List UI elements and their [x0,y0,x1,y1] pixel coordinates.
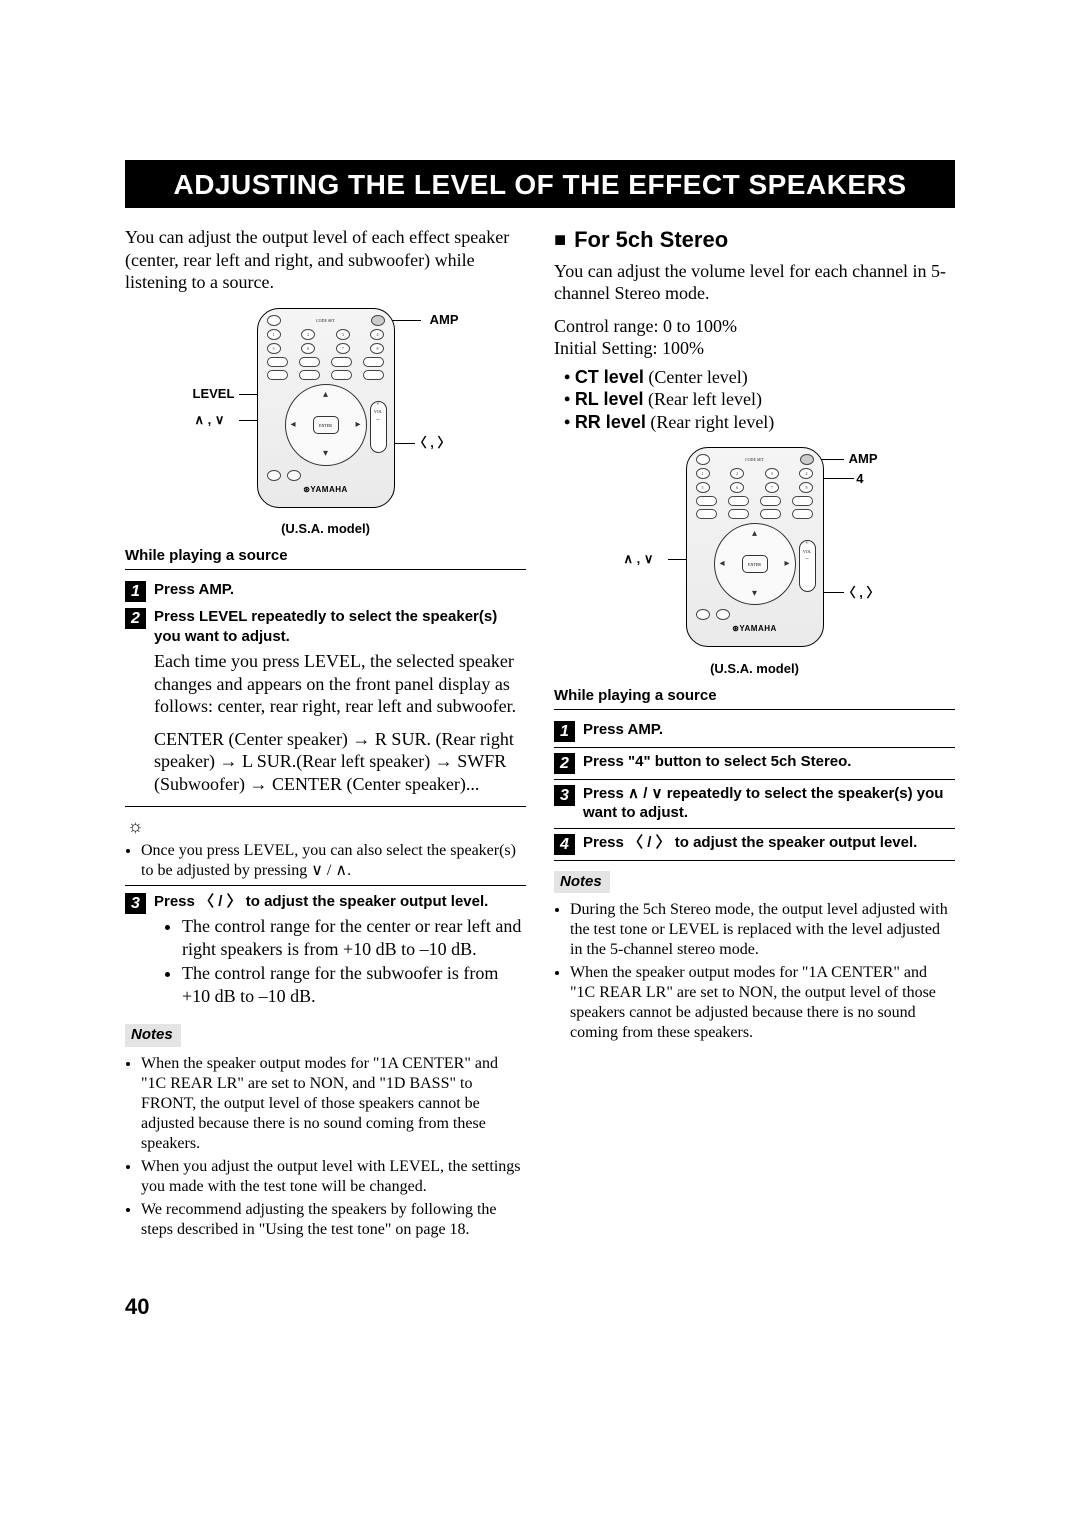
step-3-bullet-1: The control range for the center or rear… [182,915,526,960]
note-item: We recommend adjusting the speakers by f… [141,1200,526,1240]
step-number-icon: 4 [554,834,575,855]
step-3-left: 3 Press 〈 / 〉 to adjust the speaker outp… [125,885,526,1015]
remote-illustration: CODE SET 1234 5678 ▴ ▾ ◂ ▸ ENTER +VOL– ⊛… [686,447,824,647]
left-intro: You can adjust the output level of each … [125,226,526,294]
left-column: You can adjust the output level of each … [125,226,526,1243]
callout-leftright: 〈 , 〉 [843,585,880,601]
step-4-b: to adjust the speaker output level. [671,834,918,851]
step-number-icon: 2 [125,608,146,629]
right-intro: You can adjust the volume level for each… [554,260,955,305]
callout-updown: ∧ , ∨ [624,551,654,567]
step-3-title-a: Press [154,893,199,910]
callout-leftright: 〈 , 〉 [414,435,451,451]
two-column-layout: You can adjust the output level of each … [125,226,955,1243]
callout-updown: ∧ , ∨ [195,412,225,428]
hint-icon: ☼ [127,815,144,838]
level-item: CT level (Center level) [564,366,955,389]
step-3-bullet-2: The control range for the subwoofer is f… [182,962,526,1007]
while-playing-head-left: While playing a source [125,547,526,570]
level-desc: (Center level) [644,367,748,387]
step-3-bullets: The control range for the center or rear… [154,915,526,1007]
level-list: CT level (Center level) RL level (Rear l… [554,366,955,434]
level-desc: (Rear left level) [644,389,762,409]
callout-amp: AMP [430,312,459,328]
remote-caption-right: (U.S.A. model) [554,661,955,677]
step-2-title: Press LEVEL repeatedly to select the spe… [154,607,526,646]
callout-level: LEVEL [193,386,235,402]
step-1-title: Press AMP. [583,720,955,740]
step-4-right: 4 Press 〈 / 〉 to adjust the speaker outp… [554,829,955,861]
step-4-a: Press [583,834,628,851]
notes-label-right: Notes [554,871,610,894]
step-2-left: 2 Press LEVEL repeatedly to select the s… [125,607,526,800]
step-1-title: Press AMP. [154,580,526,600]
initial-setting: Initial Setting: 100% [554,337,955,360]
section-heading-text: For 5ch Stereo [574,227,728,252]
step-3-a: Press [583,785,628,802]
hint-list: Once you press LEVEL, you can also selec… [125,841,526,881]
right-column: ■For 5ch Stereo You can adjust the volum… [554,226,955,1243]
level-desc: (Rear right level) [646,412,774,432]
remote-figure-right: AMP 4 ∧ , ∨ 〈 , 〉 CODE SET 1234 5678 ▴ ▾ [554,447,955,677]
note-item: When the speaker output modes for "1A CE… [570,963,955,1043]
step-4-title: Press 〈 / 〉 to adjust the speaker output… [583,833,955,853]
notes-label-left: Notes [125,1024,181,1047]
step-number-icon: 1 [554,721,575,742]
step-2-title: Press "4" button to select 5ch Stereo. [583,752,955,772]
step-3-right: 3 Press ∧ / ∨ repeatedly to select the s… [554,780,955,829]
step-number-icon: 1 [125,581,146,602]
section-heading-5ch: ■For 5ch Stereo [554,226,955,254]
step-3-title: Press 〈 / 〉 to adjust the speaker output… [154,892,526,912]
step-3-title-b: to adjust the speaker output level. [242,893,489,910]
while-playing-head-right: While playing a source [554,687,955,710]
note-item: When you adjust the output level with LE… [141,1157,526,1197]
step-1-left: 1 Press AMP. [125,576,526,607]
step-2-body: Each time you press LEVEL, the selected … [154,650,526,718]
step-3-title: Press ∧ / ∨ repeatedly to select the spe… [583,784,955,823]
callout-amp: AMP [849,451,878,467]
level-item: RL level (Rear left level) [564,388,955,411]
page-number: 40 [125,1293,955,1321]
step-number-icon: 2 [554,753,575,774]
hint-text: Once you press LEVEL, you can also selec… [141,841,526,881]
step-2-chain: CENTER (Center speaker) → R SUR. (Rear r… [154,728,526,796]
notes-list-left: When the speaker output modes for "1A CE… [125,1054,526,1240]
note-item: When the speaker output modes for "1A CE… [141,1054,526,1154]
remote-caption-left: (U.S.A. model) [125,521,526,537]
page-title: ADJUSTING THE LEVEL OF THE EFFECT SPEAKE… [125,160,955,208]
remote-figure-left: AMP LEVEL ∧ , ∨ 〈 , 〉 CODE SET 1234 5678… [125,308,526,538]
level-name: RR level [575,412,646,432]
callout-4: 4 [856,471,863,487]
step-number-icon: 3 [554,785,575,806]
remote-illustration: CODE SET 1234 5678 ▴ ▾ ◂ ▸ ENTER +VOL– ⊛… [257,308,395,508]
level-name: CT level [575,367,644,387]
level-name: RL level [575,389,644,409]
step-2-right: 2 Press "4" button to select 5ch Stereo. [554,748,955,780]
level-item: RR level (Rear right level) [564,411,955,434]
note-item: During the 5ch Stereo mode, the output l… [570,900,955,960]
control-range: Control range: 0 to 100% [554,315,955,338]
step-1-right: 1 Press AMP. [554,716,955,748]
step-number-icon: 3 [125,893,146,914]
notes-list-right: During the 5ch Stereo mode, the output l… [554,900,955,1043]
